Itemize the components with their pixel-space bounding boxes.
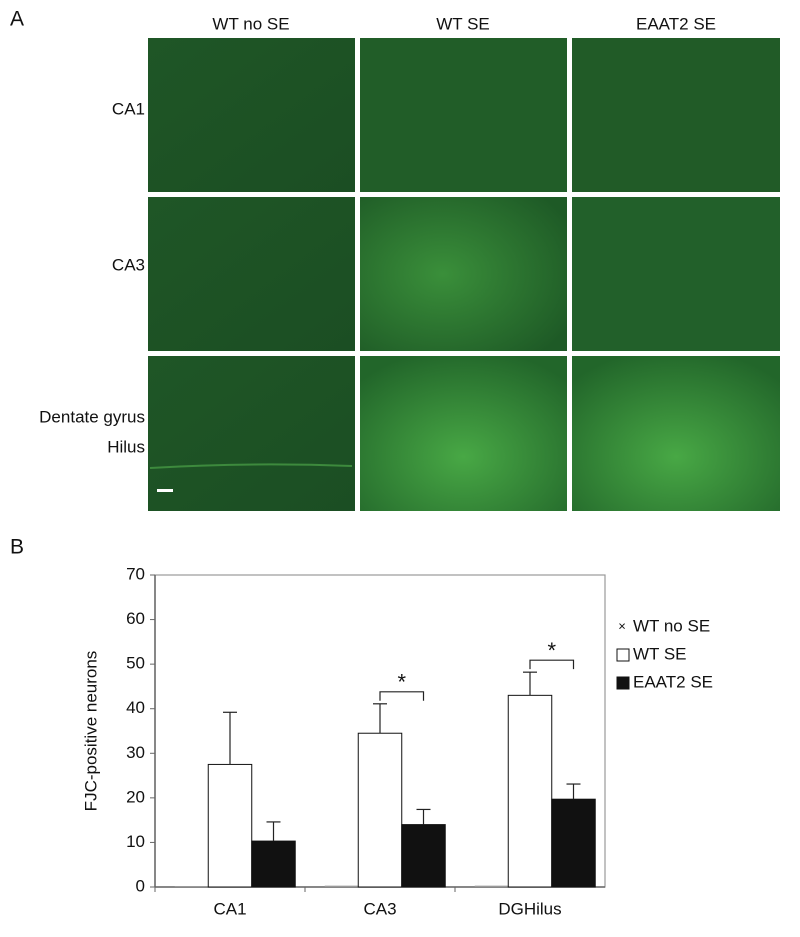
- micrograph: [148, 197, 355, 351]
- y-tick-label: 50: [126, 654, 145, 673]
- column-header: EAAT2 SE: [636, 14, 716, 33]
- row-label: CA1: [112, 99, 145, 118]
- legend-marker: [616, 676, 630, 690]
- micrograph: [148, 356, 355, 511]
- significance-mark: *: [547, 638, 556, 663]
- y-tick-label: 10: [126, 832, 145, 851]
- bar: [551, 798, 596, 888]
- row-label: Dentate gyrus: [39, 407, 145, 426]
- significance-bracket: [529, 659, 575, 670]
- bar: [174, 886, 209, 887]
- bar: [324, 885, 359, 887]
- micrograph: [572, 356, 780, 511]
- column-header: WT SE: [436, 14, 490, 33]
- y-axis-title: FJC-positive neurons: [81, 651, 100, 812]
- y-tick-label: 70: [126, 564, 145, 583]
- micrograph: [360, 38, 567, 192]
- micrograph: [360, 197, 567, 351]
- y-tick-label: 0: [136, 876, 145, 895]
- y-tick-label: 30: [126, 743, 145, 762]
- scale-bar: [157, 489, 173, 492]
- significance-bracket: [379, 691, 425, 701]
- micrograph: [148, 38, 355, 192]
- bar: [207, 763, 253, 888]
- panel-label: A: [10, 8, 24, 31]
- row-label: Hilus: [107, 437, 145, 456]
- row-label: CA3: [112, 255, 145, 274]
- y-tick-label: 20: [126, 787, 145, 806]
- panel-label: B: [10, 536, 24, 559]
- micrograph-grid: [148, 38, 780, 511]
- bar: [474, 885, 509, 887]
- x-tick-label: DGHilus: [498, 899, 561, 918]
- bar: [357, 732, 403, 888]
- legend-label: WT SE: [633, 644, 687, 663]
- x-tick-label: CA1: [213, 899, 246, 918]
- legend-marker: ×: [618, 618, 626, 633]
- micrograph: [572, 38, 780, 192]
- bar: [507, 694, 553, 888]
- bar: [251, 840, 296, 888]
- x-tick-label: CA3: [363, 899, 396, 918]
- y-tick-label: 60: [126, 609, 145, 628]
- legend-label: WT no SE: [633, 616, 710, 635]
- tissue-edge: [149, 463, 353, 469]
- legend-label: EAAT2 SE: [633, 672, 713, 691]
- significance-mark: *: [397, 670, 406, 695]
- bar: [401, 824, 446, 888]
- micrograph: [360, 356, 567, 511]
- y-tick-label: 40: [126, 698, 145, 717]
- legend-marker: [616, 648, 630, 662]
- micrograph: [572, 197, 780, 351]
- column-header: WT no SE: [212, 14, 289, 33]
